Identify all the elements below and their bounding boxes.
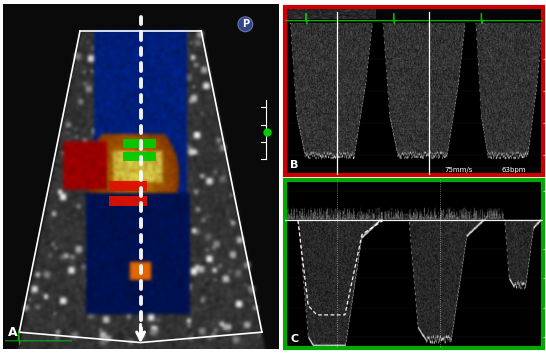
Text: A: A [8, 326, 18, 339]
Text: C: C [290, 334, 298, 344]
Bar [123, 139, 156, 148]
Text: B: B [290, 160, 299, 170]
Text: P: P [242, 19, 249, 29]
Text: 75mm/s: 75mm/s [445, 167, 473, 173]
Bar [123, 152, 156, 161]
Bar [109, 196, 147, 206]
Text: 63bpm: 63bpm [501, 167, 526, 173]
Bar [109, 181, 147, 191]
